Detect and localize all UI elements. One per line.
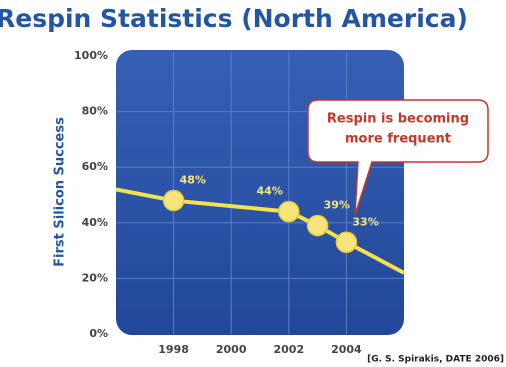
data-point <box>278 200 300 223</box>
x-tick-label: 2002 <box>273 343 304 356</box>
y-tick-label: 0% <box>89 327 108 340</box>
callout-text: more frequent <box>345 132 451 147</box>
data-point <box>162 189 185 212</box>
data-point <box>306 214 329 237</box>
y-tick-label: 60% <box>82 160 108 173</box>
y-tick-label: 40% <box>82 216 108 229</box>
chart-title: Respin Statistics (North America) <box>0 4 468 33</box>
data-label: 39% <box>324 199 350 212</box>
y-tick-label: 20% <box>82 271 108 284</box>
data-point <box>335 231 358 254</box>
source: [G. S. Spirakis, DATE 2006] <box>367 355 504 365</box>
callout <box>307 99 489 216</box>
y-tick-label: 80% <box>82 105 108 118</box>
data-label: 33% <box>352 215 378 228</box>
y-tick-label: 100% <box>74 49 108 62</box>
x-tick-label: 1998 <box>158 343 189 356</box>
x-tick-label: 2000 <box>216 343 247 356</box>
y-axis-label: First Silicon Success <box>53 117 68 267</box>
x-tick-label: 2004 <box>331 343 362 356</box>
data-label: 48% <box>180 174 206 187</box>
data-label: 44% <box>256 185 282 198</box>
callout-text: Respin is becoming <box>327 112 469 127</box>
